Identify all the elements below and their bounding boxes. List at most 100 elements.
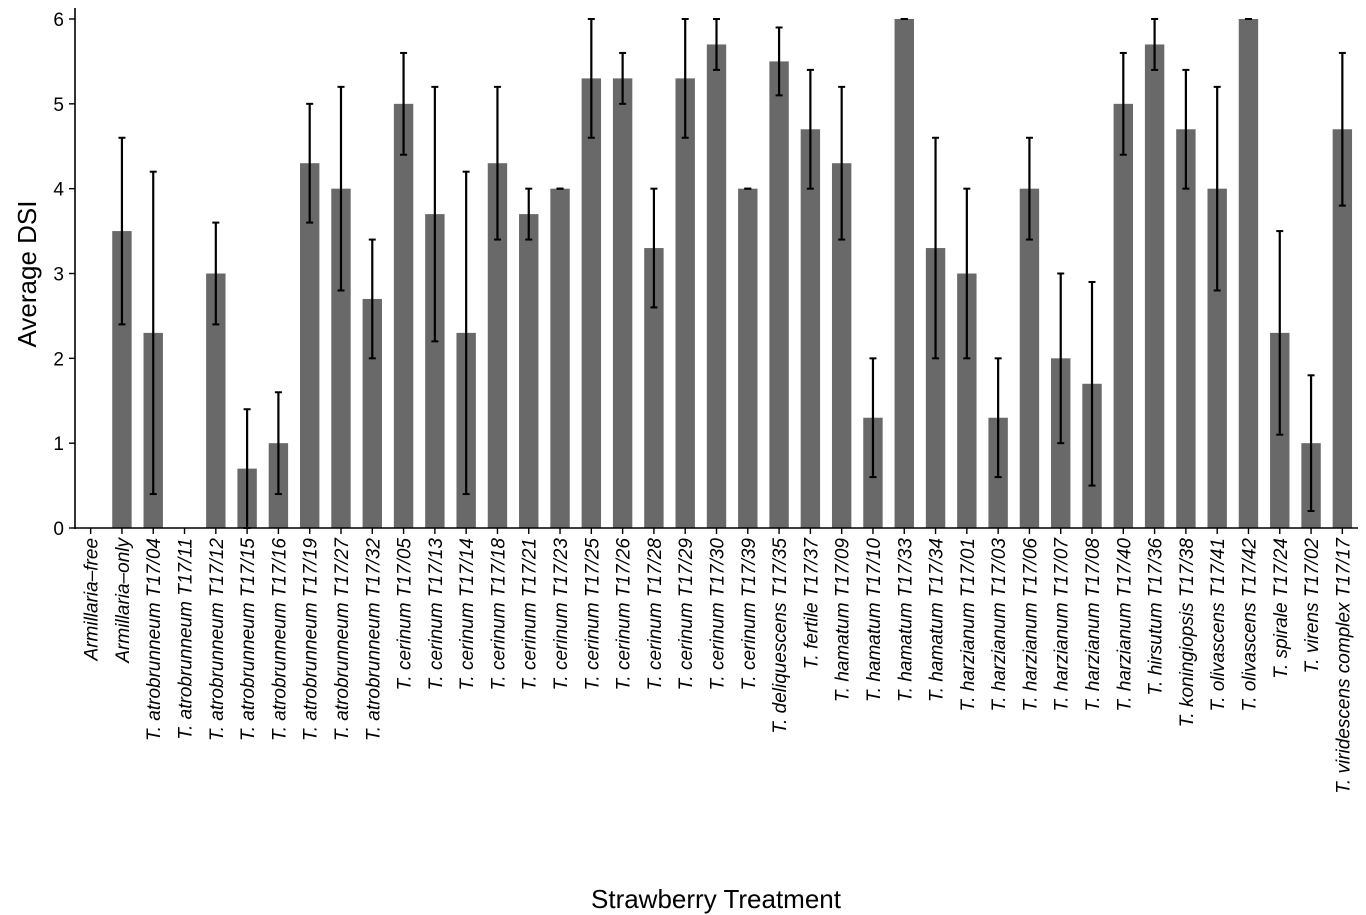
x-category-label: T. cerinum T17/21 <box>520 538 541 690</box>
error-bar <box>681 18 689 139</box>
error-bar <box>149 170 157 496</box>
error-bar <box>869 357 877 479</box>
bar <box>425 214 445 528</box>
x-category-label: T. hamatum T17/10 <box>864 538 885 702</box>
bar <box>1207 188 1227 529</box>
x-category-label: T. spirale T17/24 <box>1271 538 1292 679</box>
error-bar <box>963 187 971 360</box>
x-category-label: T. atrobrunneum T17/11 <box>176 538 197 740</box>
bar <box>675 78 695 528</box>
error-bar <box>1213 85 1221 292</box>
error-bar <box>1307 374 1315 513</box>
bar <box>612 78 633 528</box>
x-category-label: T. atrobrunneum T17/04 <box>144 538 165 741</box>
x-category-label: T. harzianum T17/40 <box>1114 538 1135 712</box>
x-category-label: T. olivascens T17/42 <box>1239 538 1260 712</box>
bar <box>206 273 226 528</box>
error-bars-layer <box>118 18 1346 529</box>
bar <box>800 129 821 528</box>
x-category-label: T. fertile T17/37 <box>801 537 822 670</box>
bar <box>738 188 758 529</box>
error-bar <box>462 170 470 496</box>
bar <box>362 298 382 528</box>
bar <box>644 248 664 529</box>
error-bar <box>431 85 439 343</box>
x-category-label: T. cerinum T17/30 <box>708 538 729 691</box>
error-bar <box>400 51 408 156</box>
error-bar <box>1088 280 1096 487</box>
y-axis-title: Average DSI <box>12 201 42 348</box>
x-category-label: T. atrobrunneum T17/27 <box>332 537 353 742</box>
bar <box>769 61 789 529</box>
x-category-label: T. virens T17/02 <box>1302 538 1323 674</box>
bar <box>706 44 727 528</box>
bar <box>1113 103 1133 528</box>
x-category-label: T. viridescens complex T17/17 <box>1333 537 1354 794</box>
error-bar <box>838 85 846 241</box>
x-category-label: T. cerinum T17/29 <box>676 538 697 691</box>
error-bar <box>212 221 220 326</box>
y-tick-label: 1 <box>53 434 64 455</box>
labels-layer: 0 1 2 3 4 5 6 Armillaria–free Armillaria–only T. … <box>53 10 1354 794</box>
x-category-label: T. cerinum T17/25 <box>582 538 603 691</box>
error-bar <box>1182 68 1190 190</box>
y-tick-label: 3 <box>53 265 64 286</box>
axes-layer <box>69 8 1358 534</box>
x-category-label: T. koningiopsis T17/38 <box>1177 538 1198 728</box>
y-tick-label: 2 <box>53 349 64 370</box>
x-category-label: T. cerinum T17/18 <box>488 538 509 691</box>
x-category-label: T. atrobrunneum T17/15 <box>238 538 259 742</box>
error-bar <box>337 85 345 292</box>
error-bar <box>1338 51 1346 207</box>
x-category-label: T. cerinum T17/05 <box>395 538 416 691</box>
y-tick-label: 5 <box>53 95 64 116</box>
x-category-label: T. hirsutum T17/36 <box>1146 538 1167 696</box>
x-category-label: T. harzianum T17/03 <box>989 538 1010 712</box>
x-category-label: T. hamatum T17/34 <box>927 538 948 702</box>
x-category-label: T. deliquescens T17/35 <box>770 538 791 734</box>
y-tick-label: 6 <box>53 10 64 31</box>
y-tick-label: 0 <box>53 519 64 540</box>
error-bar <box>1276 230 1284 436</box>
error-bar <box>306 102 314 224</box>
x-category-label: T. cerinum T17/23 <box>551 538 572 691</box>
bar <box>519 214 539 528</box>
x-category-label: T. cerinum T17/26 <box>614 538 635 691</box>
bar <box>925 248 946 529</box>
x-category-label: T. olivascens T17/41 <box>1208 538 1229 712</box>
error-bar <box>806 68 814 190</box>
bar <box>957 273 977 528</box>
x-category-label: T. atrobrunneum T17/32 <box>363 538 384 742</box>
error-bar <box>1057 272 1065 445</box>
error-bar <box>1119 51 1127 156</box>
bar <box>331 188 351 529</box>
error-bar <box>525 187 533 241</box>
x-category-label: T. harzianum T17/08 <box>1083 538 1104 712</box>
error-bar <box>994 357 1002 479</box>
x-category-label: T. cerinum T17/13 <box>426 538 447 691</box>
bar <box>1144 44 1165 528</box>
bar <box>894 19 914 528</box>
error-bar <box>713 18 720 71</box>
error-bar <box>650 187 658 309</box>
x-category-label: T. atrobrunneum T17/16 <box>269 538 290 742</box>
x-category-label: Armillaria–free <box>82 538 103 661</box>
x-category-label: T. cerinum T17/39 <box>739 538 760 691</box>
bar <box>393 103 414 528</box>
x-category-label: T. harzianum T17/01 <box>958 538 979 712</box>
bar <box>1332 129 1353 528</box>
x-category-label: Armillaria–only <box>113 537 134 664</box>
bar <box>487 163 508 528</box>
bar <box>112 231 132 528</box>
error-bar <box>587 18 595 139</box>
x-category-label: T. cerinum T17/14 <box>457 538 478 690</box>
error-bar <box>118 136 126 326</box>
x-category-label: T. hamatum T17/33 <box>895 538 916 702</box>
error-bar <box>619 51 627 105</box>
x-category-label: T. hamatum T17/09 <box>833 538 854 702</box>
error-bar <box>493 85 501 241</box>
x-category-label: T. harzianum T17/06 <box>1020 538 1041 712</box>
y-tick-label: 4 <box>53 180 64 201</box>
